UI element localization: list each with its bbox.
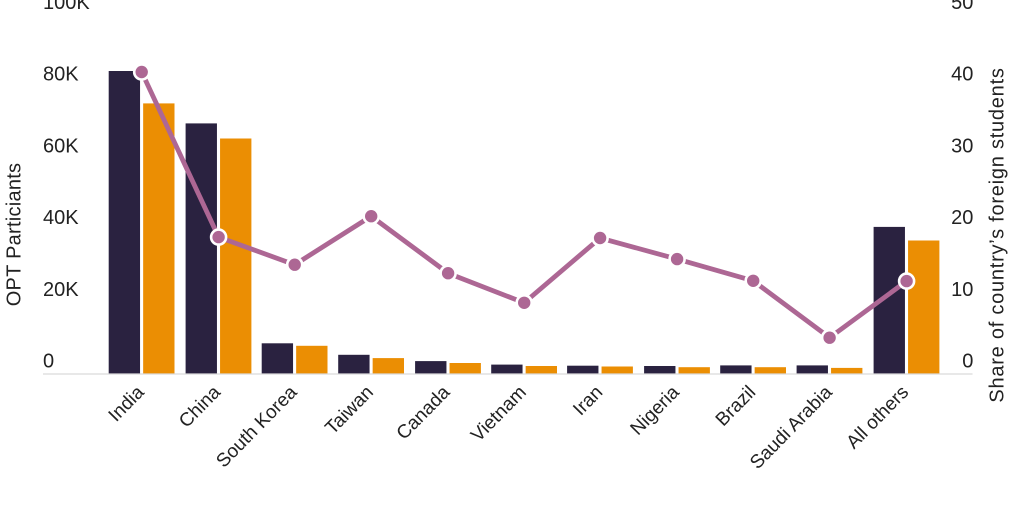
svg-text:0: 0 — [962, 351, 973, 373]
svg-text:60K: 60K — [43, 135, 79, 157]
svg-text:100K: 100K — [43, 0, 90, 14]
svg-text:Share of country’s foreign stu: Share of country’s foreign students — [987, 67, 1009, 402]
svg-text:50: 50 — [951, 0, 973, 14]
svg-text:10: 10 — [951, 279, 973, 301]
svg-text:20: 20 — [951, 207, 973, 229]
svg-text:0: 0 — [43, 351, 54, 373]
svg-text:20K: 20K — [43, 279, 79, 301]
svg-text:40: 40 — [951, 64, 973, 86]
svg-text:80K: 80K — [43, 64, 79, 86]
svg-text:OPT Particiants: OPT Particiants — [4, 163, 26, 307]
svg-text:30: 30 — [951, 135, 973, 157]
svg-text:40K: 40K — [43, 207, 79, 229]
